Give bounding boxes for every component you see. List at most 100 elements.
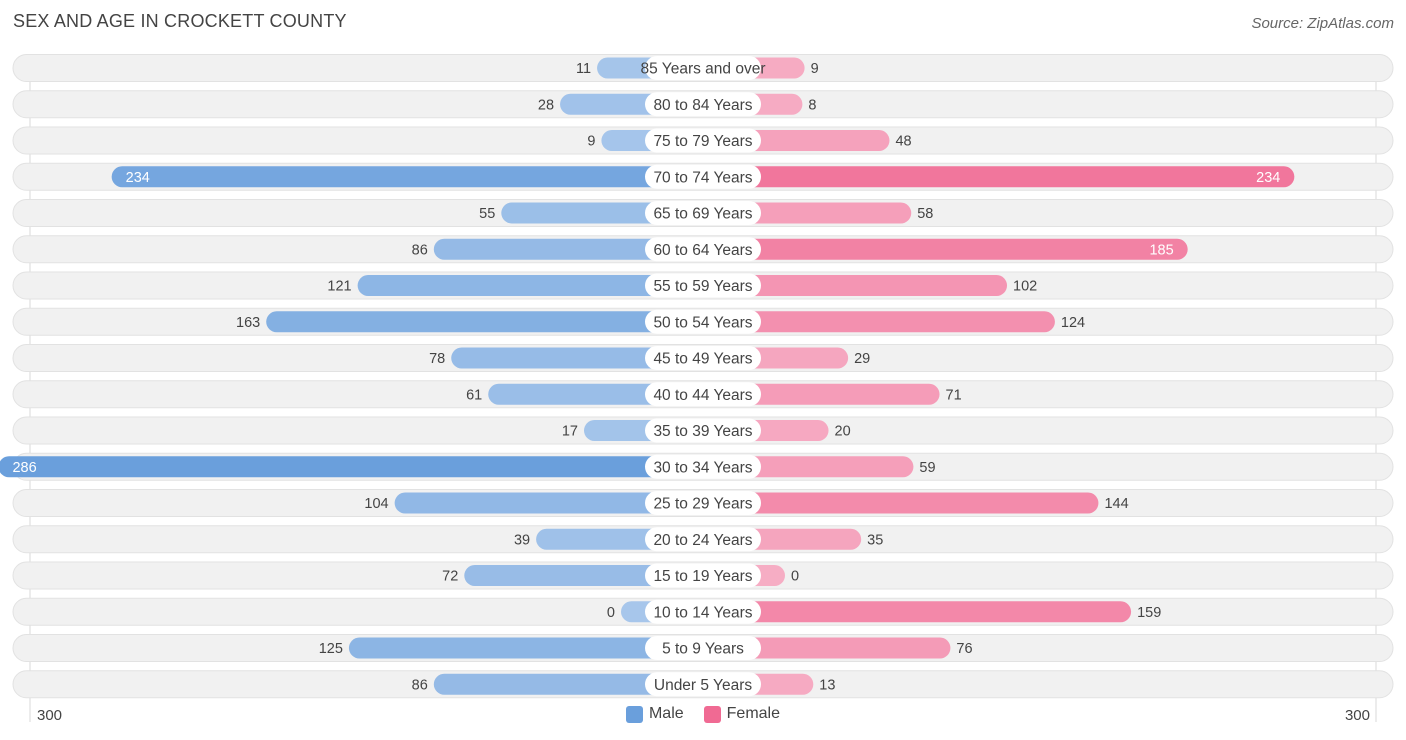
male-bar[interactable] xyxy=(433,238,703,260)
category-pill xyxy=(645,128,761,153)
row-16: 5 to 9 Years 125 76 xyxy=(12,634,1394,662)
female-value-label: 59 xyxy=(919,460,935,476)
category-label: 55 to 59 Years xyxy=(653,278,752,295)
category-label: 75 to 79 Years xyxy=(653,133,752,150)
category-label: 35 to 39 Years xyxy=(653,423,752,440)
female-bar[interactable] xyxy=(703,275,1008,296)
category-pill xyxy=(645,56,761,80)
male-bar[interactable] xyxy=(433,673,703,695)
male-value-label: 61 xyxy=(466,387,482,403)
category-label: 25 to 29 Years xyxy=(653,496,752,513)
legend-item-female[interactable]: Female xyxy=(703,705,780,723)
female-value-label: 102 xyxy=(1013,279,1037,295)
male-bar[interactable] xyxy=(451,347,703,369)
row-3: 70 to 74 Years 234 234 xyxy=(12,162,1394,191)
row-4: 65 to 69 Years 55 58 xyxy=(12,199,1394,227)
legend-swatch-male xyxy=(625,705,643,723)
female-value-label: 8 xyxy=(808,97,816,113)
female-value-label: 20 xyxy=(835,424,851,440)
legend-item-male[interactable]: Male xyxy=(625,705,684,723)
female-value-label: 29 xyxy=(854,351,870,367)
category-label: 30 to 34 Years xyxy=(653,459,752,476)
male-bar[interactable] xyxy=(266,311,703,333)
female-bar[interactable] xyxy=(703,492,1099,514)
male-value-label: 11 xyxy=(576,61,591,77)
female-value-label: 71 xyxy=(946,387,962,403)
female-bar[interactable] xyxy=(703,238,1188,260)
row-13: 20 to 24 Years 39 35 xyxy=(12,525,1394,554)
row-7: 50 to 54 Years 163 124 xyxy=(12,307,1394,336)
category-label: 85 Years and over xyxy=(641,61,766,78)
male-value-label: 55 xyxy=(479,206,495,222)
category-pill xyxy=(645,636,761,660)
female-value-label: 144 xyxy=(1104,496,1128,512)
female-bar[interactable] xyxy=(703,166,1295,188)
male-bar[interactable] xyxy=(348,637,703,659)
female-value-label: 58 xyxy=(917,206,933,222)
row-1: 80 to 84 Years 28 8 xyxy=(12,90,1394,119)
legend-label-male: Male xyxy=(648,705,684,722)
category-label: 80 to 84 Years xyxy=(653,97,752,114)
row-14: 15 to 19 Years 72 0 xyxy=(12,561,1394,590)
row-2: 75 to 79 Years 9 48 xyxy=(12,126,1394,155)
female-value-label: 48 xyxy=(895,134,911,150)
female-value-label: 35 xyxy=(867,532,883,548)
male-bar[interactable] xyxy=(357,275,703,296)
row-9: 40 to 44 Years 61 71 xyxy=(12,380,1394,409)
male-value-label: 286 xyxy=(12,460,36,476)
female-value-label: 76 xyxy=(956,641,972,657)
male-value-label: 163 xyxy=(236,315,260,331)
category-pill xyxy=(645,201,761,225)
male-value-label: 86 xyxy=(412,677,428,693)
female-value-label: 234 xyxy=(1256,170,1280,186)
male-value-label: 234 xyxy=(126,170,150,186)
male-value-label: 28 xyxy=(538,97,554,113)
category-pill xyxy=(645,454,761,479)
category-pill xyxy=(645,164,761,189)
category-label: 20 to 24 Years xyxy=(653,532,752,549)
male-bar[interactable] xyxy=(464,565,703,586)
category-pill xyxy=(645,273,761,298)
category-label: 45 to 49 Years xyxy=(653,351,752,368)
female-bar[interactable] xyxy=(703,601,1132,623)
row-17: Under 5 Years 86 13 xyxy=(12,670,1394,699)
category-label: 10 to 14 Years xyxy=(653,604,752,621)
category-pill xyxy=(645,92,761,117)
category-pill xyxy=(645,527,761,552)
male-bar[interactable] xyxy=(394,492,703,514)
category-label: 60 to 64 Years xyxy=(653,242,752,259)
female-value-label: 9 xyxy=(811,61,819,77)
source-label: Source: ZipAtlas.com xyxy=(1251,15,1394,32)
male-value-label: 39 xyxy=(514,532,530,548)
axis-left-label: 300 xyxy=(37,707,63,724)
category-pill xyxy=(645,672,761,697)
category-label: 70 to 74 Years xyxy=(653,169,752,186)
male-value-label: 17 xyxy=(562,424,578,440)
category-pill xyxy=(645,491,761,515)
male-value-label: 121 xyxy=(327,279,351,295)
row-0: 85 Years and over 11 9 xyxy=(12,54,1394,82)
male-value-label: 86 xyxy=(412,242,428,258)
chart-title: SEX AND AGE IN CROCKETT COUNTY xyxy=(13,11,347,31)
female-bar[interactable] xyxy=(703,637,951,659)
category-label: 5 to 9 Years xyxy=(662,641,744,658)
category-pill xyxy=(645,237,761,262)
category-pill xyxy=(645,418,761,443)
male-bar[interactable] xyxy=(111,166,703,188)
male-value-label: 78 xyxy=(429,351,445,367)
row-15: 10 to 14 Years 0 159 xyxy=(12,597,1394,626)
row-10: 35 to 39 Years 17 20 xyxy=(12,416,1394,445)
female-value-label: 0 xyxy=(791,569,799,585)
legend-swatch-female xyxy=(703,705,721,723)
legend: Male Female xyxy=(0,705,1406,723)
male-bar[interactable] xyxy=(0,456,703,478)
category-pill xyxy=(645,563,761,588)
female-bar[interactable] xyxy=(703,383,940,405)
female-value-label: 159 xyxy=(1137,605,1161,621)
row-8: 45 to 49 Years 78 29 xyxy=(12,344,1394,372)
female-value-label: 13 xyxy=(819,677,835,693)
female-bar[interactable] xyxy=(703,311,1055,333)
category-pill xyxy=(645,382,761,407)
row-5: 60 to 64 Years 86 185 xyxy=(12,235,1394,264)
category-label: 50 to 54 Years xyxy=(653,314,752,331)
